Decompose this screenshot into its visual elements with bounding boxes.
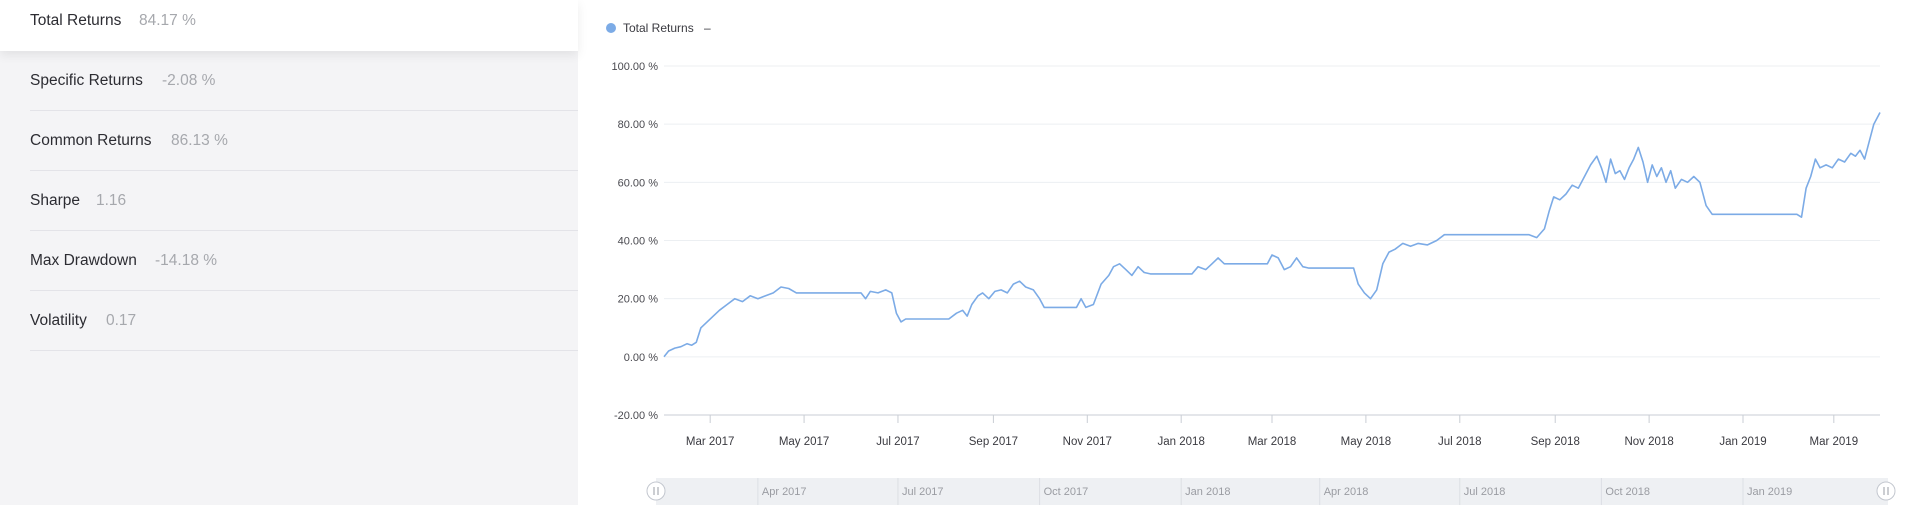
metric-total-returns[interactable]: Total Returns 84.17 % [0,0,578,51]
metric-volatility[interactable]: Volatility 0.17 [0,291,578,351]
navigator-track [656,478,1888,505]
x-tick-label: Mar 2017 [686,436,735,448]
drag-handle-icon [646,481,666,501]
x-tick-label: Jan 2019 [1719,436,1766,448]
x-tick-label: May 2018 [1341,436,1392,448]
metric-value: 84.17 % [139,12,196,29]
legend-suffix: – [704,21,711,35]
metric-label: Total Returns [30,12,122,29]
metric-common-returns[interactable]: Common Returns 86.13 % [0,111,578,171]
metric-value: -2.08 % [162,72,216,89]
series-line-total-returns [663,112,1881,358]
navigator-tick-label: Jan 2019 [1747,486,1792,498]
navigator-tick-label: Jan 2018 [1185,486,1230,498]
y-tick-label: 80.00 % [618,119,659,131]
x-tick-label: Jul 2017 [876,436,919,448]
legend-label: Total Returns [623,21,694,35]
grid [664,65,1880,416]
y-tick-label: 100.00 % [612,61,659,73]
y-tick-label: 40.00 % [618,236,659,248]
x-tick-label: Mar 2018 [1248,436,1297,448]
y-tick-label: 20.00 % [618,294,659,306]
row-divider [30,170,578,171]
metric-value: 1.16 [96,192,127,209]
metric-label: Max Drawdown [30,252,137,269]
x-tick-label: Mar 2019 [1810,436,1859,448]
metric-value: -14.18 % [155,252,218,269]
navigator-left-handle[interactable] [646,481,666,501]
chart-area: Total Returns – 100.00 % 80.00 % 60.00 % 40… [578,0,1920,505]
legend[interactable]: Total Returns – [606,21,711,35]
metrics-sidebar: Total Returns 84.17 % Specific Returns -… [0,0,578,505]
y-tick-label: 0.00 % [624,352,658,364]
row-divider [30,290,578,291]
metric-label: Common Returns [30,132,152,149]
metric-max-drawdown[interactable]: Max Drawdown -14.18 % [0,231,578,291]
navigator-right-handle[interactable] [1876,481,1896,501]
navigator-tick-label: Apr 2017 [762,486,807,498]
metric-label: Volatility [30,312,87,329]
navigator[interactable]: Apr 2017 Jul 2017 Oct 2017 Jan 2018 Apr 2018… [646,478,1896,505]
y-tick-label: 60.00 % [618,177,659,189]
y-tick-label: -20.00 % [614,410,658,422]
x-tick-label: Sep 2017 [969,436,1018,448]
navigator-tick-label: Apr 2018 [1324,486,1369,498]
row-divider [30,110,578,111]
metric-label: Specific Returns [30,72,143,89]
x-tick-label: Nov 2018 [1624,436,1673,448]
navigator-tick-label: Oct 2017 [1044,486,1089,498]
drag-handle-icon [1876,481,1896,501]
x-tick-label: Sep 2018 [1531,436,1580,448]
series-layer [663,112,1881,358]
row-divider [30,350,578,351]
x-tick-label: Jan 2018 [1158,436,1205,448]
metric-label: Sharpe [30,192,80,209]
row-divider [30,230,578,231]
navigator-tick-label: Oct 2018 [1605,486,1650,498]
total-returns-chart: Total Returns – 100.00 % 80.00 % 60.00 % 40… [606,21,1896,505]
navigator-tick-label: Jul 2018 [1464,486,1506,498]
x-tick-label: May 2017 [779,436,830,448]
navigator-tick-label: Jul 2017 [902,486,944,498]
metric-value: 86.13 % [171,132,228,149]
y-axis: 100.00 % 80.00 % 60.00 % 40.00 % 20.00 % 0.00… [612,61,659,422]
metric-specific-returns[interactable]: Specific Returns -2.08 % [0,51,578,111]
x-tick-label: Nov 2017 [1063,436,1112,448]
x-tick-label: Jul 2018 [1438,436,1481,448]
x-axis: Mar 2017 May 2017 Jul 2017 Sep 2017 Nov 2017… [664,414,1880,448]
metric-sharpe[interactable]: Sharpe 1.16 [0,171,578,231]
metric-value: 0.17 [106,312,137,329]
dot-icon [606,23,616,33]
